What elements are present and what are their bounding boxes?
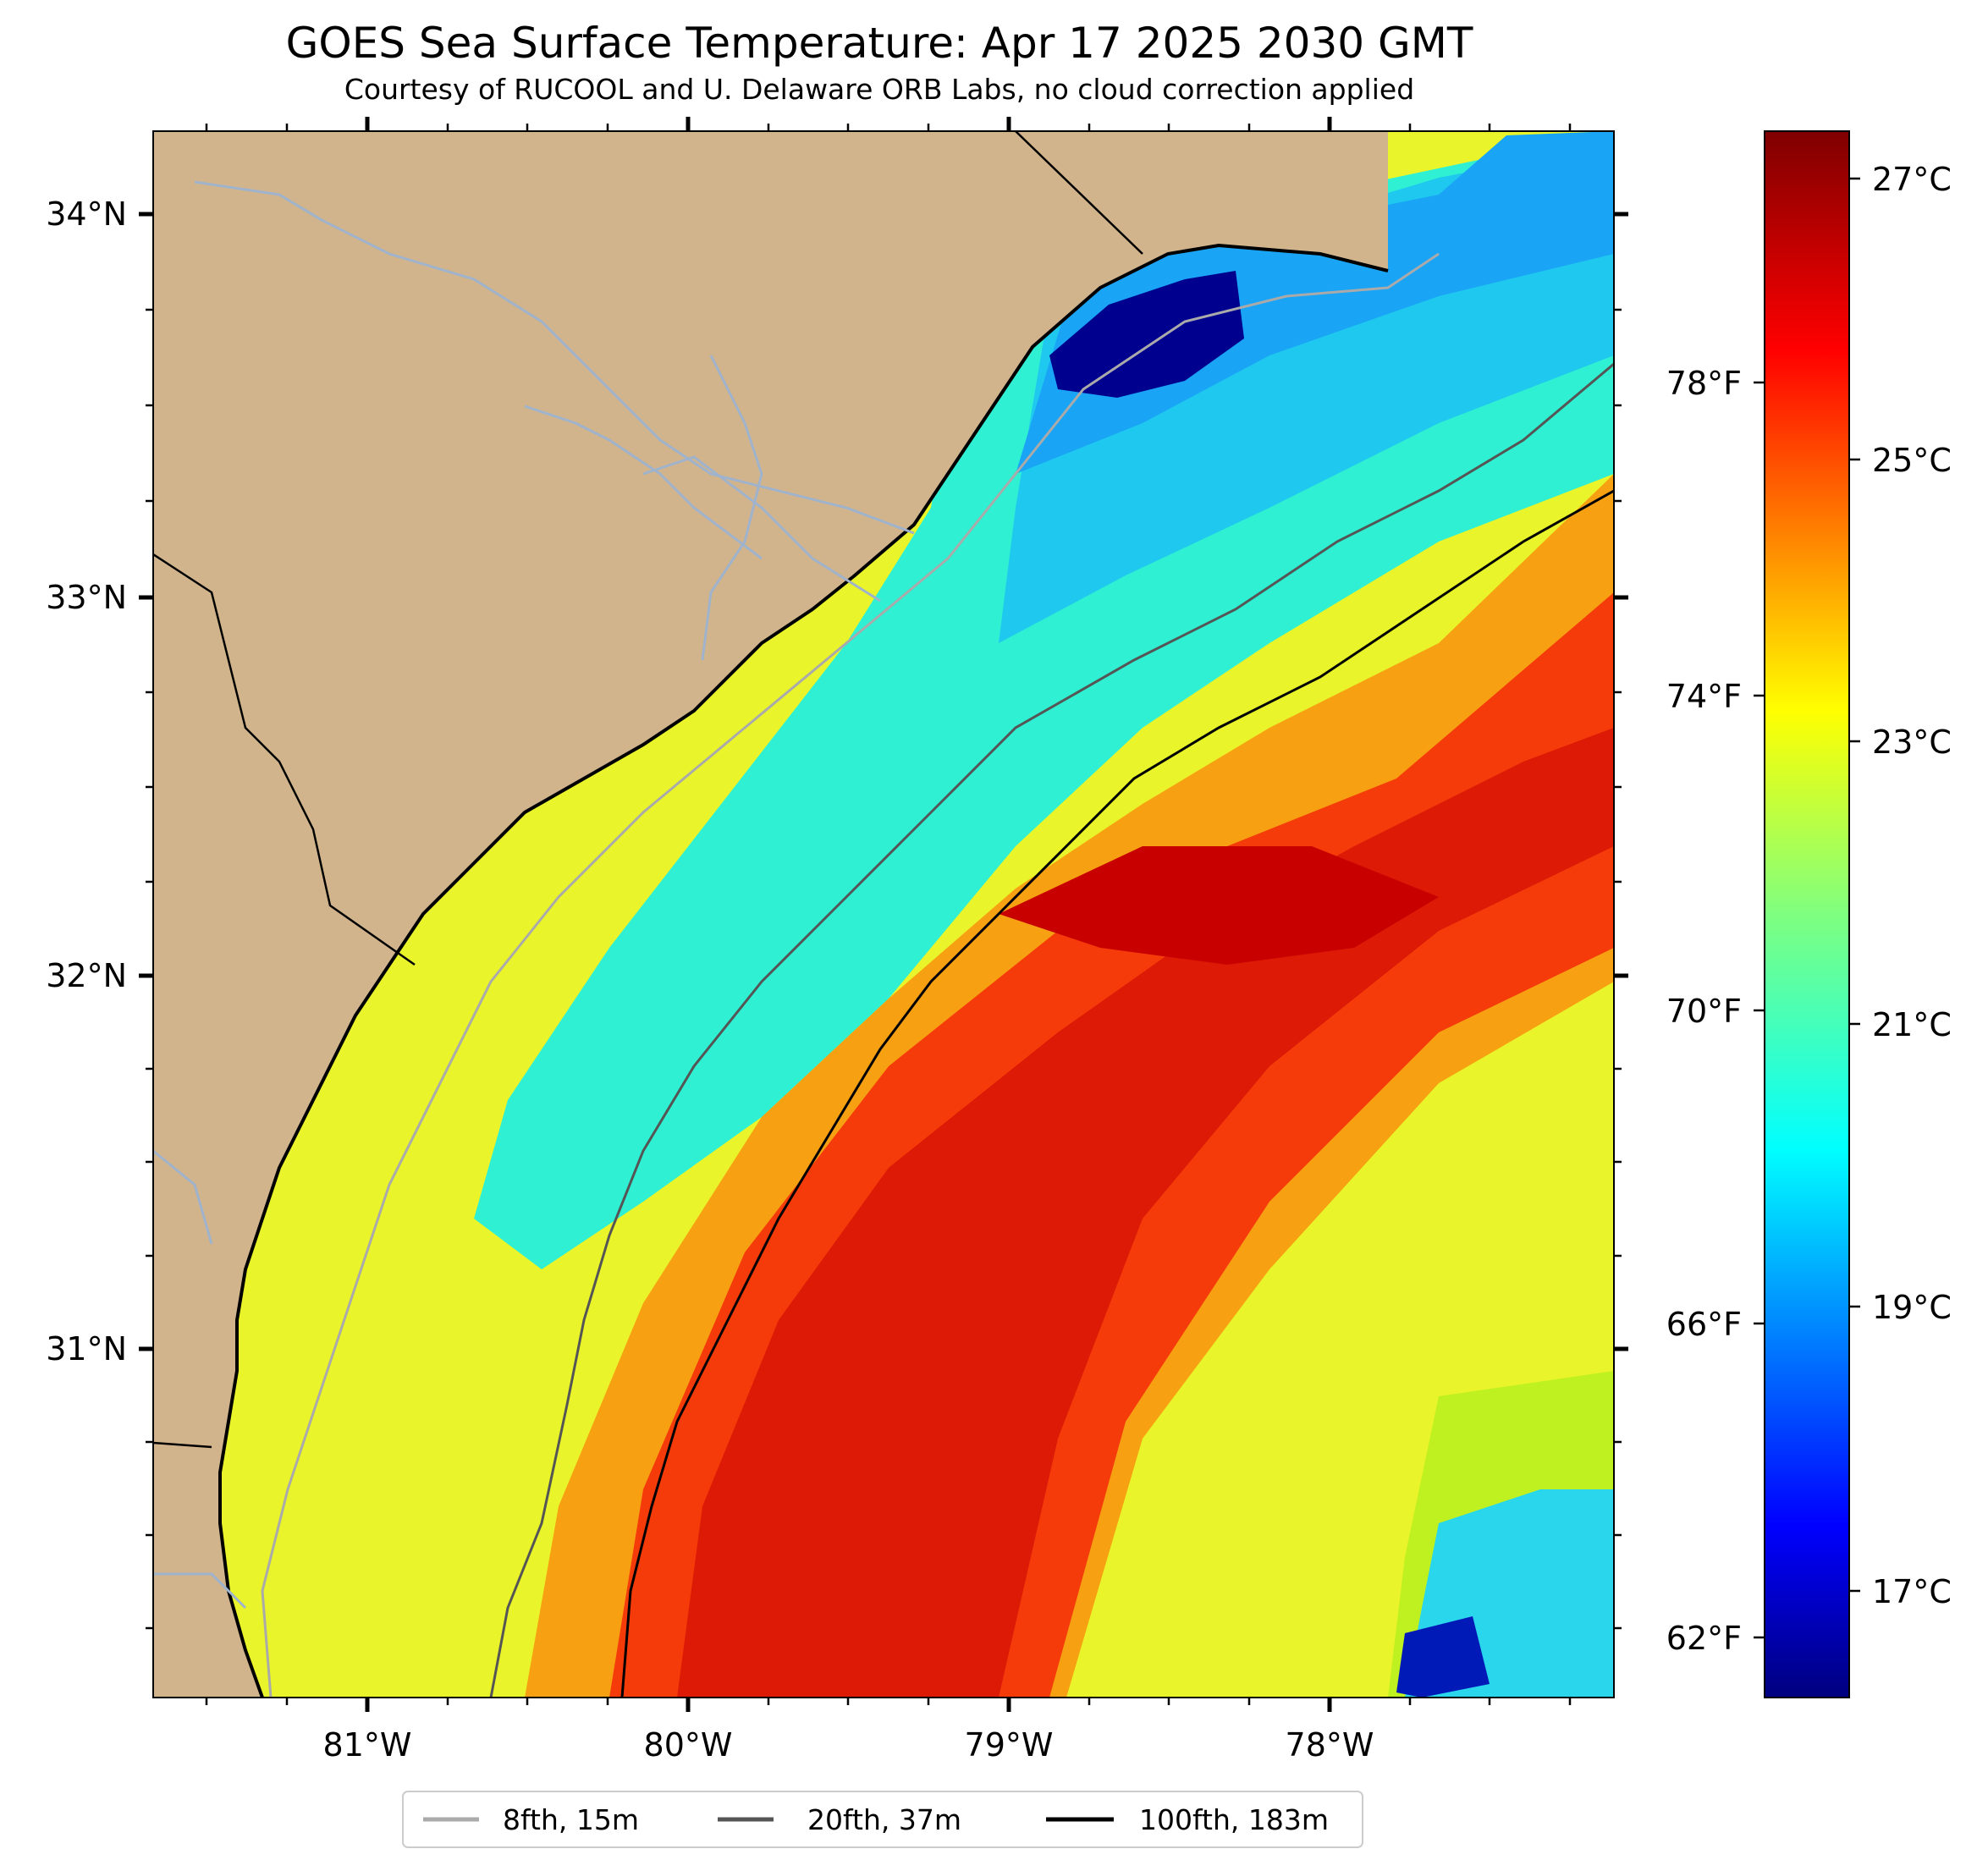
map-border <box>152 130 1615 1698</box>
celsius-label: 17°C <box>1872 1573 1952 1610</box>
rivers <box>153 180 915 1610</box>
celsius-label: 19°C <box>1872 1289 1952 1326</box>
map-subtitle: Courtesy of RUCOOL and U. Delaware ORB L… <box>344 73 1415 106</box>
celsius-label: 23°C <box>1872 724 1952 761</box>
lat-label: 34°N <box>46 195 127 233</box>
legend-label: 8fth, 15m <box>503 1803 639 1836</box>
legend-label: 100fth, 183m <box>1139 1803 1329 1836</box>
fahrenheit-ticks <box>1754 381 1765 1639</box>
celsius-ticks <box>1849 177 1860 1593</box>
map-area <box>153 131 1614 1698</box>
colorbar <box>1764 130 1850 1698</box>
lon-label: 80°W <box>644 1726 733 1764</box>
lon-label: 81°W <box>323 1726 412 1764</box>
coastline <box>218 243 1389 1698</box>
fahrenheit-label: 78°F <box>1666 365 1742 402</box>
isobath-100fth <box>620 489 1614 1698</box>
lat-major-ticks <box>139 212 1628 1351</box>
isobath-20fth <box>489 362 1614 1698</box>
lat-label: 31°N <box>46 1330 127 1367</box>
celsius-label: 27°C <box>1872 161 1952 198</box>
lat-label: 32°N <box>46 957 127 994</box>
land-mass <box>153 131 1388 1698</box>
legend-label: 20fth, 37m <box>807 1803 961 1836</box>
lon-minor-ticks <box>205 124 1572 1705</box>
isobath-8fth <box>261 252 1440 1698</box>
celsius-label: 21°C <box>1872 1006 1952 1043</box>
fahrenheit-label: 70°F <box>1666 993 1742 1030</box>
lat-label: 33°N <box>46 579 127 616</box>
fahrenheit-label: 62°F <box>1666 1620 1742 1657</box>
fahrenheit-label: 74°F <box>1666 678 1742 715</box>
map-title: GOES Sea Surface Temperature: Apr 17 202… <box>285 19 1473 68</box>
celsius-label: 25°C <box>1872 442 1952 479</box>
lon-label: 79°W <box>965 1726 1054 1764</box>
lat-minor-ticks <box>146 308 1622 1630</box>
lon-major-ticks <box>365 117 1332 1712</box>
lon-label: 78°W <box>1286 1726 1374 1764</box>
isobath-legend: 8fth, 15m 20fth, 37m 100fth, 183m <box>402 1791 1363 1848</box>
fahrenheit-label: 66°F <box>1666 1306 1742 1343</box>
